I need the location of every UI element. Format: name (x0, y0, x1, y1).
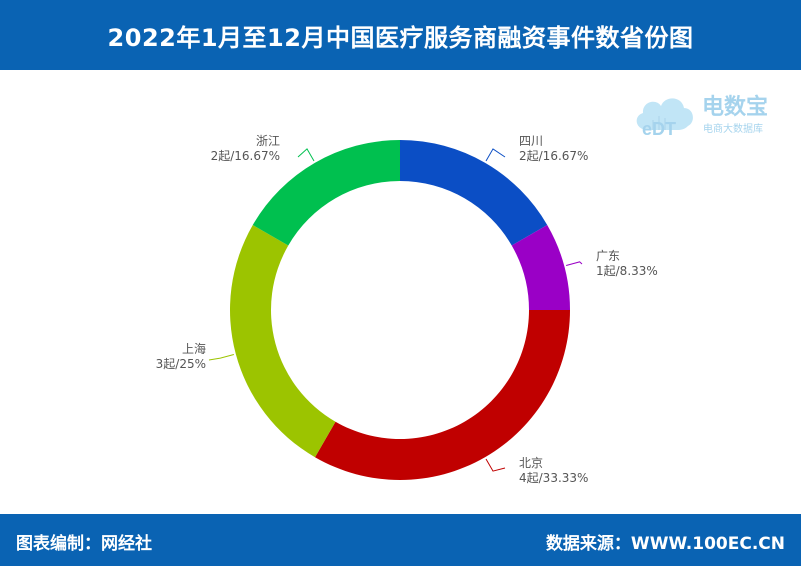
slice-value-label-0: 2起/16.67% (519, 149, 588, 163)
slice-label-4: 浙江 (256, 134, 280, 148)
slice-label-1: 广东 (596, 249, 620, 263)
donut-slice-2 (315, 310, 570, 480)
footer-credit: 图表编制：网经社 (16, 534, 152, 554)
header-bar: 2022年1月至12月中国医疗服务商融资事件数省份图 (0, 0, 801, 70)
leader-line-4 (297, 148, 315, 162)
footer-bar: 图表编制：网经社 数据来源：WWW.100EC.CN (0, 514, 801, 566)
slice-label-3: 上海 (182, 341, 206, 356)
slice-value-label-2: 4起/33.33% (519, 471, 588, 485)
donut-slice-3 (229, 225, 336, 458)
slice-label-2: 北京 (519, 456, 543, 470)
donut-chart: 四川2起/16.67%广东1起/8.33%北京4起/33.33%上海3起/25%… (156, 134, 658, 485)
watermark-tagline: 电商大数据库 (703, 122, 763, 135)
donut-slice-4 (252, 140, 400, 246)
chart-title: 2022年1月至12月中国医疗服务商融资事件数省份图 (107, 23, 694, 52)
leader-line-0 (485, 148, 506, 162)
chart-area: 四川 2起/16.67% 广东 1起/8.33% 北京 4起/33.33% 上海 3起/25%… (0, 70, 801, 514)
watermark-logo: eDT 电数宝 电商大数据库 (630, 80, 795, 140)
watermark-logo-text: eDT (642, 119, 676, 139)
slice-value-label-4: 2起/16.67% (211, 149, 280, 163)
leader-line-1 (566, 261, 583, 266)
slice-value-label-3: 3起/25% (156, 357, 206, 371)
slice-label-0: 四川 (519, 134, 543, 148)
slice-value-label-1: 1起/8.33% (596, 264, 658, 278)
leader-line-2 (485, 458, 506, 472)
watermark-brand: 电数宝 (702, 94, 768, 120)
leader-line-3 (208, 354, 234, 361)
cloud-icon: eDT 电数宝 电商大数据库 (636, 94, 768, 139)
donut-slice-0 (400, 140, 548, 246)
donut-slice-1 (511, 225, 570, 310)
footer-source: 数据来源：WWW.100EC.CN (545, 534, 785, 554)
